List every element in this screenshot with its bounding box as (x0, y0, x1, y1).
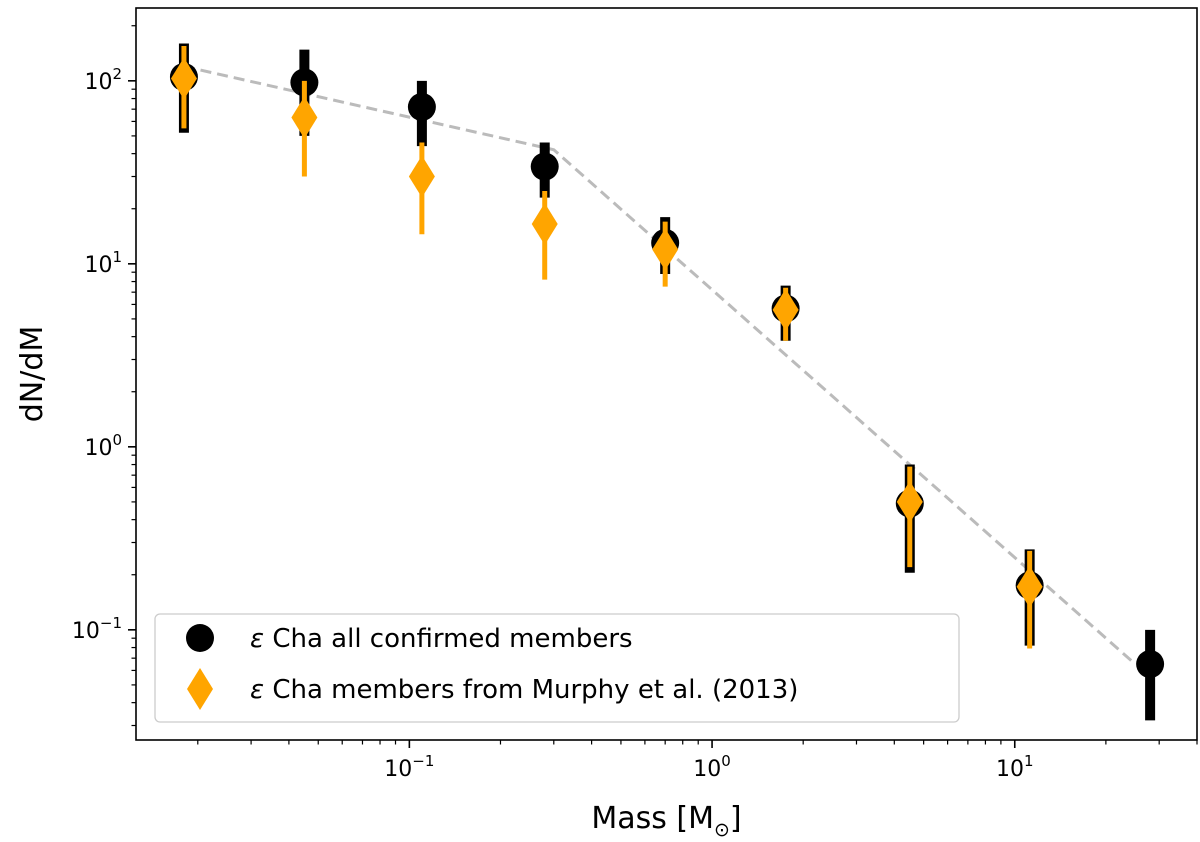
data-point (530, 152, 559, 181)
data-point (408, 155, 435, 198)
y-axis-label: dN/dM (15, 326, 50, 423)
data-point (407, 92, 436, 121)
murphy-members-series (170, 45, 1043, 649)
legend-box (154, 613, 960, 723)
plot-frame (135, 7, 1198, 741)
y-tick-label: 101 (84, 248, 122, 278)
data-point (1016, 565, 1043, 608)
y-tick-label: 100 (84, 431, 122, 461)
axis-ticks: 10−1 100 101 10−1 100 101 102 (72, 25, 1198, 782)
fit-line-layer (183, 64, 1137, 666)
legend-label-all-members: ε Cha all confirmed members (250, 624, 633, 654)
y-tick-label: 102 (84, 65, 122, 95)
x-axis-label: Mass [M⊙] (591, 801, 741, 841)
legend-diamond-marker (187, 668, 213, 710)
data-point (291, 96, 318, 139)
x-tick-label: 100 (693, 752, 731, 782)
data-point (772, 288, 799, 331)
fit-line (183, 64, 1137, 666)
data-point (1136, 650, 1165, 679)
data-point (170, 57, 197, 100)
x-tick-label: 101 (996, 752, 1034, 782)
legend-circle-marker (186, 624, 214, 652)
x-tick-label: 10−1 (384, 752, 434, 782)
legend-label-murphy-members: ε Cha members from Murphy et al. (2013) (250, 675, 798, 705)
data-point (531, 203, 558, 246)
y-tick-label: 10−1 (72, 614, 122, 644)
data-point (896, 480, 923, 523)
legend: ε Cha all confirmed members ε Cha member… (154, 613, 960, 723)
data-point (652, 228, 679, 271)
